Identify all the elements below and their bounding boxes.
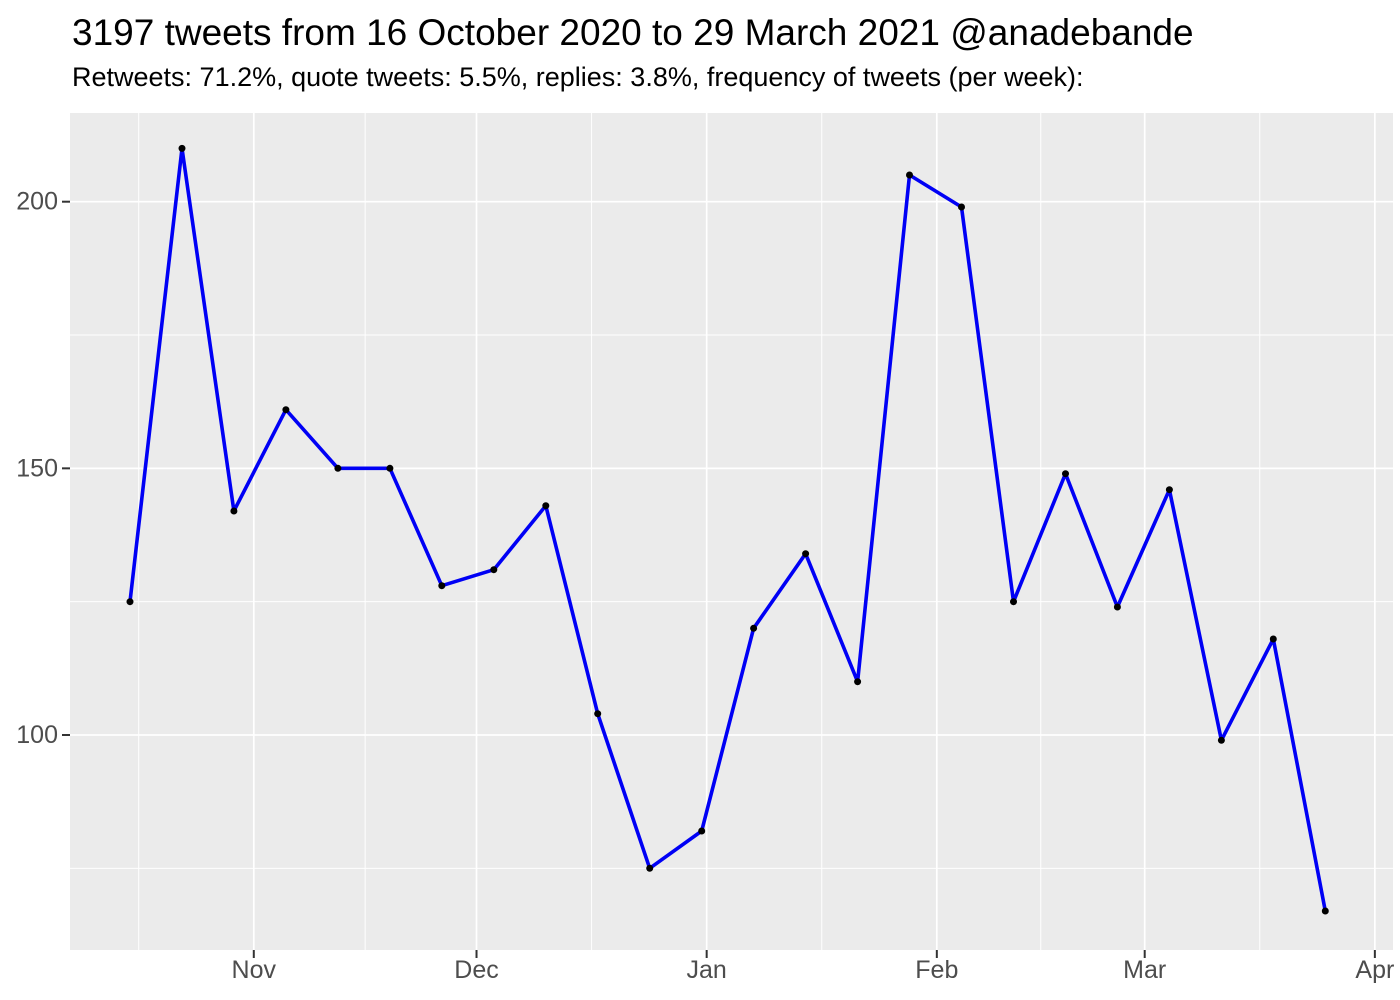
y-axis-label-100: 100 bbox=[16, 721, 58, 749]
data-point-week-14 bbox=[802, 550, 810, 558]
x-axis-label-apr: Apr bbox=[1355, 956, 1394, 984]
data-point-week-19 bbox=[1062, 470, 1069, 478]
x-axis-label-dec: Dec bbox=[454, 956, 498, 984]
data-point-week-24 bbox=[1321, 907, 1329, 915]
y-axis-label-150: 150 bbox=[16, 454, 58, 482]
x-axis-label-jan: Jan bbox=[687, 956, 727, 984]
data-point-week-2 bbox=[178, 144, 186, 152]
data-point-week-12 bbox=[698, 827, 706, 835]
data-point-week-13 bbox=[750, 624, 758, 632]
data-point-week-22 bbox=[1217, 736, 1225, 744]
data-point-week-5 bbox=[334, 464, 342, 472]
chart-title: 3197 tweets from 16 October 2020 to 29 M… bbox=[72, 12, 1194, 53]
data-point-week-15 bbox=[854, 678, 862, 686]
plot-panel bbox=[70, 113, 1393, 950]
data-point-week-7 bbox=[438, 582, 446, 590]
chart-subtitle: Retweets: 71.2%, quote tweets: 5.5%, rep… bbox=[72, 62, 1084, 92]
data-point-week-9 bbox=[542, 502, 550, 510]
data-point-week-16 bbox=[906, 171, 913, 179]
data-point-week-21 bbox=[1165, 486, 1173, 494]
tweets-per-week-line bbox=[128, 146, 1328, 913]
data-point-week-17 bbox=[958, 203, 965, 211]
y-axis-label-200: 200 bbox=[16, 188, 58, 216]
data-point-week-8 bbox=[490, 566, 498, 574]
x-axis-label-nov: Nov bbox=[232, 956, 277, 984]
data-point-week-3 bbox=[230, 507, 238, 515]
data-point-week-6 bbox=[386, 464, 394, 472]
data-point-week-1 bbox=[126, 598, 134, 606]
data-point-week-4 bbox=[282, 406, 290, 414]
data-point-week-20 bbox=[1113, 603, 1121, 611]
data-point-week-10 bbox=[594, 710, 602, 718]
x-axis-label-mar: Mar bbox=[1123, 956, 1166, 984]
x-axis-label-feb: Feb bbox=[915, 956, 958, 984]
data-point-week-11 bbox=[646, 864, 654, 872]
data-point-week-23 bbox=[1269, 635, 1277, 643]
data-point-week-18 bbox=[1010, 598, 1017, 606]
